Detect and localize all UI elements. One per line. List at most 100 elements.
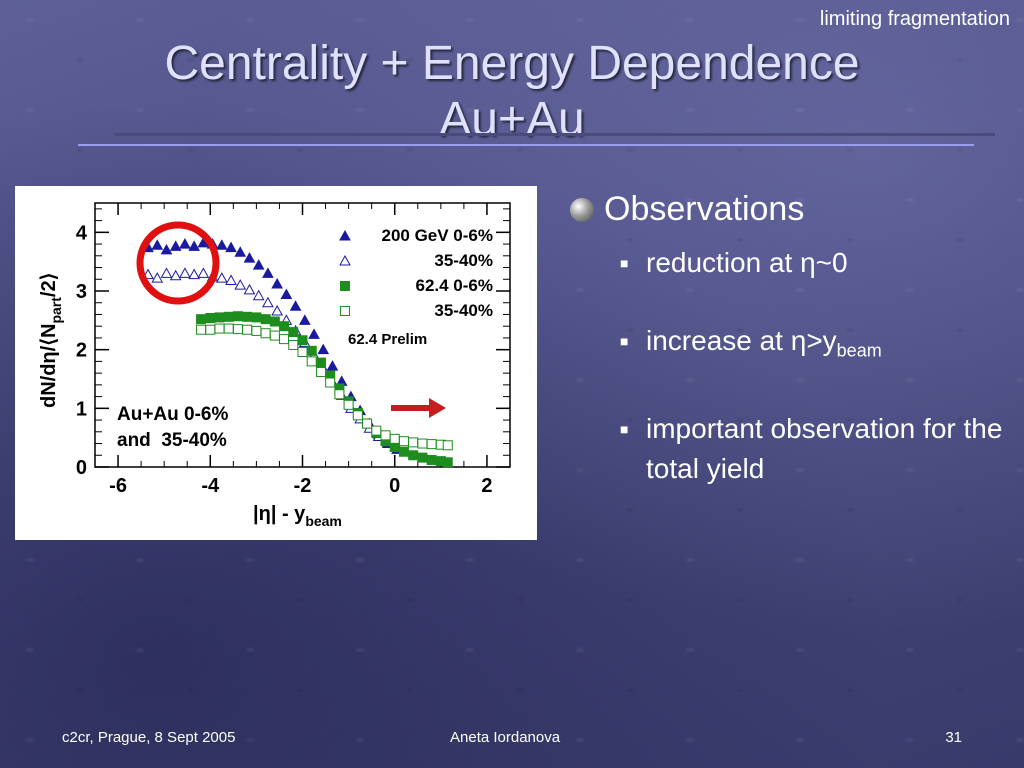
data-point-square-filled	[196, 314, 207, 325]
plot-frame	[94, 202, 511, 468]
data-point-triangle-filled	[243, 252, 256, 263]
data-point-square-open	[232, 324, 243, 335]
observations-panel: Observations ■ reduction at η~0 ■ increa…	[570, 190, 1010, 489]
data-point-square-open	[334, 389, 345, 400]
data-point-triangle-open	[169, 269, 182, 281]
data-point-square-open	[398, 436, 409, 447]
bullet-text-with-sub: increase at η>ybeam	[646, 325, 882, 361]
legend-label: 62.4 0-6%	[416, 276, 494, 295]
data-point-square-open	[251, 325, 262, 336]
list-item: ■ reduction at η~0	[570, 243, 1010, 283]
data-point-square-open	[205, 324, 216, 335]
legend-label: 35-40%	[434, 301, 493, 320]
data-point-square-filled	[279, 321, 290, 332]
data-point-square-filled	[260, 314, 271, 325]
data-point-square-open	[426, 439, 437, 450]
observations-heading-text: Observations	[604, 190, 805, 228]
data-point-triangle-open	[160, 267, 173, 278]
data-point-triangle-filled	[262, 267, 274, 278]
data-point-square-open	[442, 440, 453, 451]
data-point-square-filled	[398, 446, 409, 457]
square-bullet-icon: ■	[620, 333, 629, 349]
data-point-triangle-filled	[317, 343, 330, 355]
observations-heading: Observations	[570, 190, 1010, 229]
data-point-triangle-filled	[169, 240, 182, 251]
title-line-2: Au+Au	[439, 93, 585, 146]
legend-marker-triangle-open	[339, 254, 351, 266]
y-tick-label: 0	[76, 457, 87, 479]
data-point-square-open	[343, 399, 354, 410]
chart-panel: -6 -4 -2 0 2 0 1 2 3 4 Au+Au 0-6% and 35-40% 200 …	[15, 186, 537, 540]
legend-label: 200 GeV 0-6%	[381, 226, 493, 245]
data-point-square-open	[352, 410, 363, 421]
footer-venue: c2cr, Prague, 8 Sept 2005	[62, 729, 236, 746]
legend-marker-triangle-filled	[339, 229, 351, 241]
data-point-triangle-open	[243, 283, 256, 295]
data-point-square-open	[408, 437, 419, 448]
data-point-square-open	[380, 430, 391, 441]
data-point-triangle-filled	[151, 239, 164, 250]
data-point-square-filled	[205, 312, 216, 323]
list-item: ■ important observation for the total yi…	[570, 409, 1010, 489]
legend-marker-square-open	[340, 306, 350, 316]
data-point-square-open	[242, 324, 253, 335]
data-point-square-filled	[442, 457, 453, 468]
annotation-line-1: Au+Au 0-6%	[117, 404, 228, 425]
highlight-circle	[136, 221, 220, 305]
legend-label: 35-40%	[434, 251, 493, 270]
data-point-triangle-filled	[308, 328, 320, 339]
chart-svg: -6 -4 -2 0 2 0 1 2 3 4 Au+Au 0-6% and 35-40% 200 …	[38, 202, 511, 529]
x-tick-label: -2	[294, 475, 312, 497]
data-point-square-filled	[242, 311, 253, 322]
square-bullet-icon: ■	[620, 420, 629, 437]
direction-arrow	[391, 398, 446, 418]
prelim-label: 62.4 Prelim	[348, 331, 427, 348]
data-point-square-open	[315, 366, 326, 377]
data-point-square-open	[214, 323, 225, 334]
corner-label: limiting fragmentation	[819, 8, 1010, 30]
data-point-square-filled	[417, 452, 428, 463]
data-point-triangle-open	[188, 268, 200, 280]
legend-marker-square-filled	[340, 281, 350, 291]
slide-title: Centrality + Energy Dependence Au+Au	[0, 36, 1024, 148]
data-point-square-filled	[232, 311, 243, 322]
data-point-triangle-open	[179, 267, 191, 278]
y-tick-label: 4	[76, 222, 88, 244]
data-point-square-filled	[389, 442, 400, 453]
y-axis-label: dN/dη/⟨Npart/2⟩	[38, 273, 64, 408]
slide-number: 31	[945, 729, 962, 746]
data-point-square-filled	[315, 357, 326, 368]
data-point-square-filled	[408, 450, 419, 461]
footer-author: Aneta Iordanova	[450, 729, 561, 746]
y-tick-label: 2	[76, 340, 87, 362]
data-point-triangle-filled	[298, 314, 311, 325]
legend: 200 GeV 0-6% 35-40% 62.4 0-6% 35-40%	[339, 226, 494, 320]
observation-list: ■ reduction at η~0 ■ increase at η>ybeam…	[570, 243, 1010, 489]
data-point-square-open	[306, 356, 317, 367]
data-point-square-open	[279, 334, 290, 345]
data-point-triangle-open	[252, 289, 265, 301]
data-point-square-open	[371, 425, 382, 436]
x-tick-label: -4	[201, 475, 220, 497]
data-point-square-open	[389, 433, 400, 444]
data-point-triangle-open	[197, 267, 210, 278]
data-point-square-filled	[269, 316, 280, 327]
data-point-triangle-filled	[280, 288, 293, 300]
x-tick-label: 0	[389, 475, 400, 497]
data-point-triangle-filled	[225, 241, 237, 253]
list-item: ■ increase at η>ybeam	[570, 321, 1010, 371]
data-point-triangle-open	[262, 296, 274, 308]
data-point-square-open	[362, 418, 373, 429]
data-point-square-open	[223, 323, 234, 334]
data-point-triangle-filled	[252, 259, 265, 270]
data-point-square-filled	[288, 327, 299, 338]
bullet-text: reduction at η~0	[646, 247, 848, 278]
y-tick-label: 3	[76, 281, 87, 303]
data-point-triangle-filled	[215, 239, 228, 250]
title-rule-light	[78, 144, 974, 146]
data-point-square-open	[260, 328, 271, 339]
data-point-triangle-open	[271, 304, 283, 316]
data-point-triangle-filled	[289, 300, 302, 311]
data-point-square-filled	[297, 335, 308, 346]
data-point-triangle-filled	[234, 246, 247, 257]
